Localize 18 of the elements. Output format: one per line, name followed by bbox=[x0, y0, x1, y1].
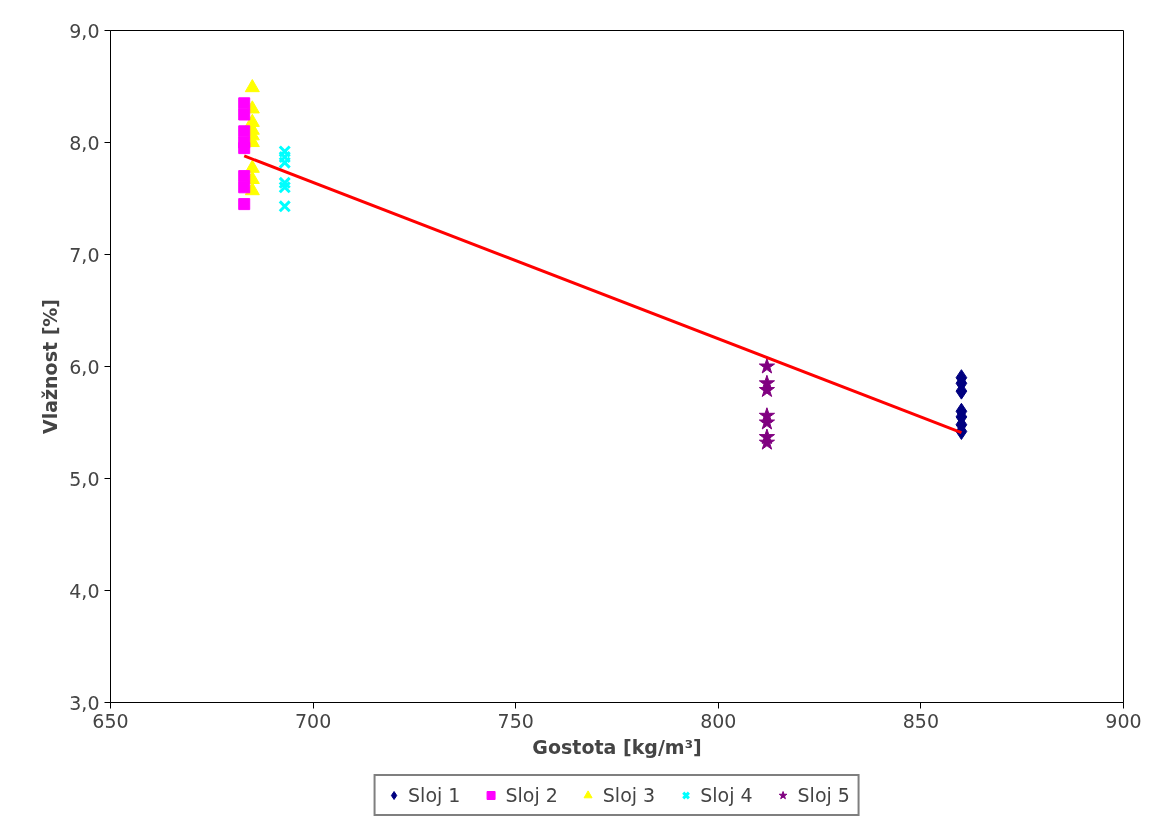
x-axis-title: Gostota [kg/m³] bbox=[532, 735, 702, 758]
y-tick-label: 5,0 bbox=[69, 467, 100, 490]
legend-label: Sloj 5 bbox=[797, 784, 850, 806]
y-axis-title: Vlažnost [%] bbox=[39, 298, 62, 435]
legend-label: Sloj 3 bbox=[602, 784, 656, 806]
y-tick-label: 9,0 bbox=[69, 19, 100, 42]
x-tick-label: 700 bbox=[294, 709, 332, 732]
legend-label: Sloj 2 bbox=[505, 784, 558, 806]
x-tick-label: 900 bbox=[1105, 709, 1142, 732]
legend-label: Sloj 1 bbox=[408, 784, 461, 806]
x-tick-label: 850 bbox=[902, 709, 940, 732]
y-tick-label: 8,0 bbox=[69, 131, 100, 154]
y-tick-label: 4,0 bbox=[69, 579, 100, 602]
y-tick-label: 7,0 bbox=[69, 243, 100, 266]
x-tick-label: 750 bbox=[497, 709, 534, 732]
x-tick-label: 800 bbox=[700, 709, 737, 732]
legend-label: Sloj 4 bbox=[700, 784, 753, 806]
y-tick-label: 6,0 bbox=[69, 355, 100, 378]
